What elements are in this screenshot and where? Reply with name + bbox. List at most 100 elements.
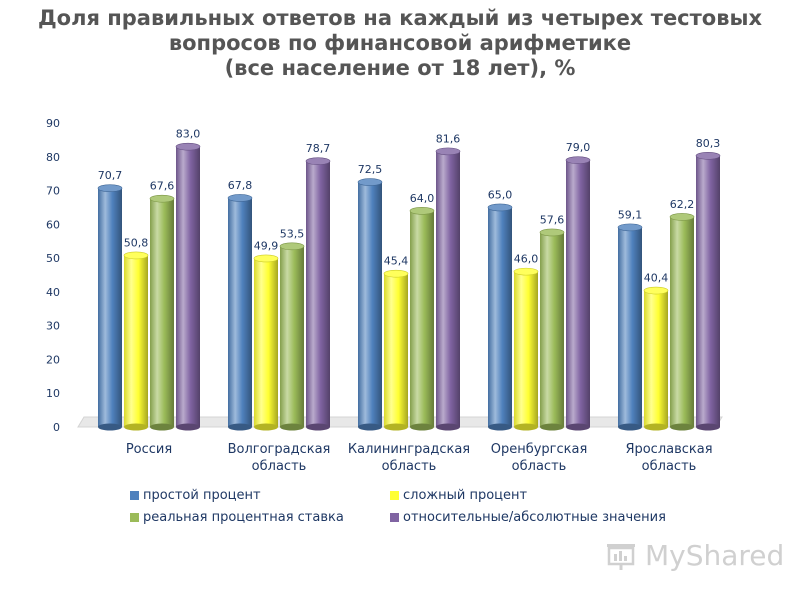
data-label: 46,0 — [514, 253, 539, 266]
bar-top — [175, 142, 201, 151]
data-label: 49,9 — [254, 239, 279, 252]
bar-body — [436, 151, 460, 427]
bar-body — [696, 155, 720, 427]
data-label: 45,4 — [384, 255, 409, 268]
bar: 78,7 — [305, 142, 331, 431]
legend-label: сложный процент — [403, 488, 528, 503]
bars: 70,7 67,8 72,5 65,0 59,1 50,8 49,9 45,4 46,0 40,4… — [97, 128, 721, 431]
watermark-logo: MyShared — [605, 538, 785, 574]
bar-top — [643, 286, 669, 295]
bar-base — [176, 423, 200, 431]
bar-top — [357, 178, 383, 186]
y-tick-label: 60 — [46, 218, 60, 231]
bar: 83,0 — [175, 128, 201, 431]
bar-top — [565, 156, 591, 164]
x-tick-label: Россия — [126, 442, 172, 457]
bar: 45,4 — [383, 255, 409, 431]
bar-body — [176, 146, 200, 427]
chart-title: Доля правильных ответов на каждый из чет… — [0, 6, 800, 81]
y-tick-label: 10 — [46, 387, 60, 400]
y-tick-label: 40 — [46, 286, 60, 299]
bar-body — [254, 258, 278, 427]
bar-body — [540, 232, 564, 427]
data-label: 83,0 — [176, 128, 201, 141]
bar: 80,3 — [695, 137, 721, 431]
bar-base — [254, 423, 278, 431]
bar-top — [695, 151, 721, 160]
bar-body — [306, 161, 330, 427]
legend-item: относительные/абсолютные значения — [390, 510, 666, 525]
bar-body — [644, 290, 668, 427]
bar-body — [98, 188, 122, 427]
legend-label: простой процент — [143, 488, 261, 503]
bar-body — [410, 210, 434, 427]
bar-base — [696, 423, 720, 431]
x-tick-label: Оренбургская область — [491, 442, 588, 474]
bar: 70,7 — [97, 169, 123, 431]
bar: 53,5 — [279, 227, 305, 431]
data-label: 72,5 — [358, 163, 383, 176]
bar: 72,5 — [357, 163, 383, 431]
chart-title-line-2: вопросов по финансовой арифметике — [168, 31, 632, 55]
bar-top — [669, 213, 695, 221]
data-label: 67,6 — [150, 180, 175, 193]
y-tick-label: 20 — [46, 353, 60, 366]
bar-body — [384, 273, 408, 427]
bar-base — [670, 423, 694, 431]
data-label: 67,8 — [228, 179, 253, 192]
data-label: 70,7 — [98, 169, 123, 182]
bar-base — [228, 423, 252, 431]
bar-body — [670, 216, 694, 427]
data-label: 62,2 — [670, 198, 695, 211]
bar-base — [384, 423, 408, 431]
bar-base — [566, 423, 590, 431]
bar-top — [617, 223, 643, 232]
y-tick-label: 50 — [46, 252, 60, 265]
bar: 40,4 — [643, 272, 669, 431]
bar-body — [566, 160, 590, 427]
x-axis: Россия Волгоградская область Калининградска… — [126, 442, 713, 474]
bar-top — [435, 147, 461, 156]
y-axis: 0 10 20 30 40 50 60 70 80 90 — [46, 117, 60, 434]
bar-base — [514, 423, 538, 431]
legend-label: реальная процентная ставка — [143, 510, 344, 525]
x-tick-label: Волгоградская область — [228, 442, 331, 474]
watermark-text: MyShared — [645, 539, 785, 572]
bar: 79,0 — [565, 141, 591, 431]
data-label: 40,4 — [644, 272, 669, 285]
data-label: 59,1 — [618, 208, 643, 221]
data-label: 50,8 — [124, 236, 149, 249]
data-label: 65,0 — [488, 188, 513, 201]
legend-swatch — [130, 491, 139, 500]
bar-body — [358, 182, 382, 427]
y-tick-label: 90 — [46, 117, 60, 130]
bar-body — [228, 197, 252, 427]
data-label: 64,0 — [410, 192, 435, 205]
bar: 62,2 — [669, 198, 695, 431]
data-label: 57,6 — [540, 213, 565, 226]
presentation-board-icon — [607, 544, 635, 570]
legend-item: реальная процентная ставка — [130, 510, 344, 525]
bar: 64,0 — [409, 192, 435, 431]
bar-body — [280, 246, 304, 427]
bar-base — [436, 423, 460, 431]
bar-base — [488, 423, 512, 431]
x-tick-label: Ярославская область — [625, 442, 712, 474]
bar-body — [514, 271, 538, 427]
y-tick-label: 70 — [46, 185, 60, 198]
bar: 67,8 — [227, 179, 253, 431]
bar-top — [123, 251, 149, 260]
legend-swatch — [130, 513, 139, 522]
bar-body — [618, 227, 642, 427]
bar: 81,6 — [435, 132, 461, 431]
bar-body — [488, 207, 512, 427]
legend-label: относительные/абсолютные значения — [403, 510, 666, 525]
bar: 46,0 — [513, 253, 539, 431]
bar-top — [539, 228, 565, 237]
bar: 57,6 — [539, 213, 565, 431]
bar-top — [279, 242, 305, 251]
data-label: 78,7 — [306, 142, 331, 155]
bar-base — [280, 423, 304, 431]
bar-base — [124, 423, 148, 431]
